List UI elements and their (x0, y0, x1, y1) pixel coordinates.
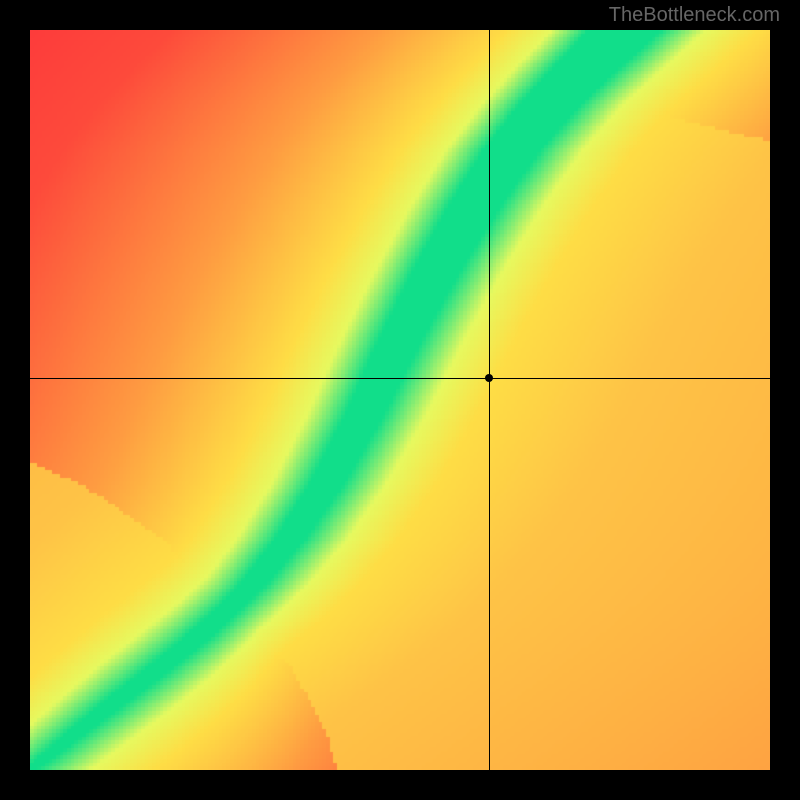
crosshair-point (485, 374, 493, 382)
chart-container: TheBottleneck.com (0, 0, 800, 800)
crosshair-horizontal (30, 378, 770, 379)
plot-area (30, 30, 770, 770)
crosshair-vertical (489, 30, 490, 770)
heatmap-canvas (30, 30, 770, 770)
watermark-text: TheBottleneck.com (609, 4, 780, 27)
